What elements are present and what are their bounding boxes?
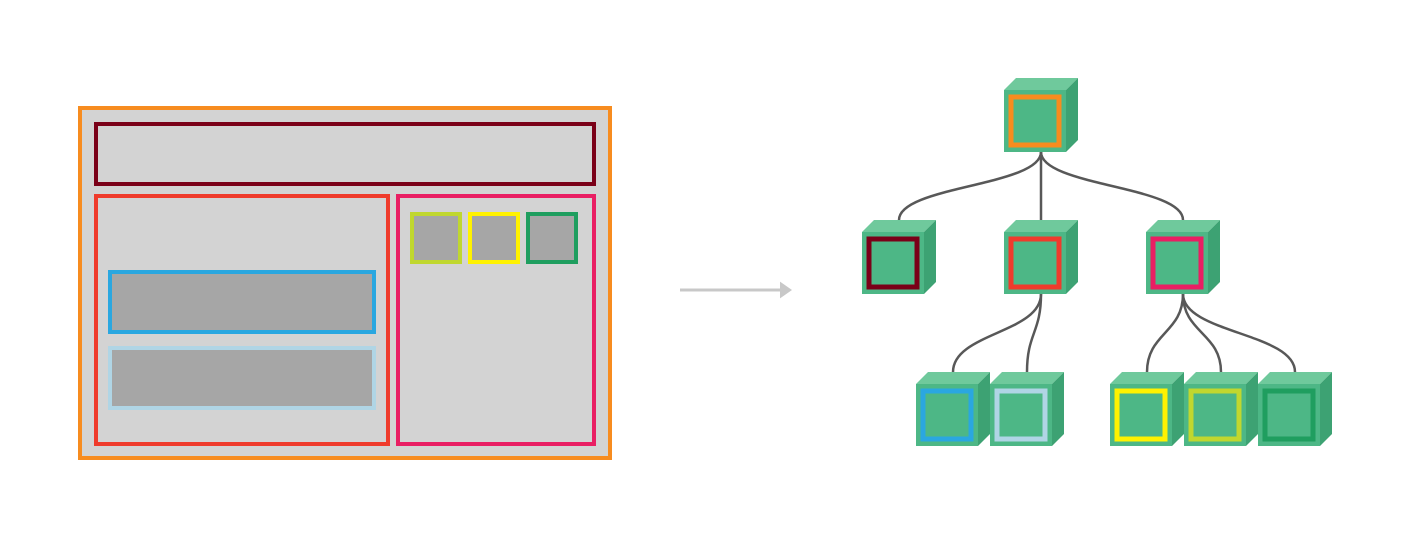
tree-node-pink <box>1146 220 1220 294</box>
layout-region-main-row1 <box>110 272 374 332</box>
layout-region-header <box>96 124 594 184</box>
tree-node-maroon <box>862 220 936 294</box>
cube-side <box>1172 372 1184 446</box>
tree-edge-pink-lime <box>1183 294 1221 372</box>
tree-edges <box>899 152 1295 372</box>
tree-node-red <box>1004 220 1078 294</box>
tree-node-yellow <box>1110 372 1184 446</box>
tree-edge-root-maroon <box>899 152 1041 220</box>
cube-top <box>1258 372 1332 384</box>
cube-top <box>1110 372 1184 384</box>
cube-side <box>1208 220 1220 294</box>
layout-region-side-box3 <box>528 214 576 262</box>
cube-top <box>1004 78 1078 90</box>
cube-side <box>1246 372 1258 446</box>
cube-side <box>978 372 990 446</box>
cube-side <box>1066 220 1078 294</box>
tree-node-green <box>1258 372 1332 446</box>
cube-top <box>990 372 1064 384</box>
layout-region-side-box1 <box>412 214 460 262</box>
cube-side <box>1320 372 1332 446</box>
tree-edge-root-pink <box>1041 152 1183 220</box>
tree-edge-pink-green <box>1183 294 1295 372</box>
tree-node-root <box>1004 78 1078 152</box>
cube-top <box>862 220 936 232</box>
layout-panel <box>80 108 610 458</box>
transform-arrow <box>680 282 792 299</box>
cube-top <box>1184 372 1258 384</box>
tree-diagram <box>862 78 1332 446</box>
tree-edge-pink-yellow <box>1147 294 1183 372</box>
cube-top <box>1146 220 1220 232</box>
cube-top <box>916 372 990 384</box>
cube-side <box>924 220 936 294</box>
tree-node-lime <box>1184 372 1258 446</box>
arrow-head <box>780 282 792 299</box>
cube-side <box>1066 78 1078 152</box>
cube-top <box>1004 220 1078 232</box>
tree-node-ltblue <box>990 372 1064 446</box>
tree-node-blue <box>916 372 990 446</box>
cube-side <box>1052 372 1064 446</box>
layout-region-main-row2 <box>110 348 374 408</box>
layout-region-side-box2 <box>470 214 518 262</box>
